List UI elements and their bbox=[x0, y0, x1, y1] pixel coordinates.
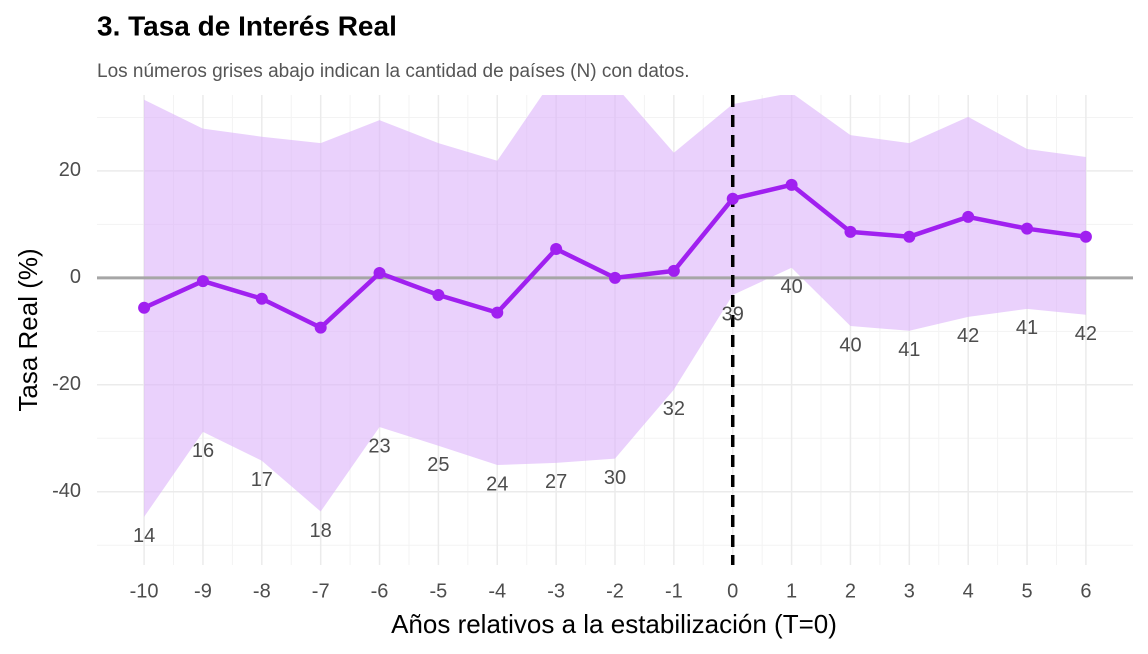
point bbox=[785, 178, 798, 191]
x-tick-label: -5 bbox=[430, 580, 448, 602]
point bbox=[726, 192, 739, 205]
n-label: 41 bbox=[1016, 317, 1038, 339]
point bbox=[196, 275, 209, 288]
n-label: 42 bbox=[957, 325, 979, 347]
chart-subtitle: Los números grises abajo indican la cant… bbox=[97, 61, 690, 82]
point bbox=[609, 271, 621, 284]
n-label: 32 bbox=[663, 398, 685, 420]
n-label: 16 bbox=[192, 440, 214, 462]
n-label: 24 bbox=[486, 473, 508, 495]
y-tick-label: -20 bbox=[52, 373, 81, 395]
point bbox=[491, 306, 504, 319]
n-label: 25 bbox=[427, 454, 449, 476]
point bbox=[962, 210, 975, 223]
x-tick-label: -4 bbox=[488, 580, 506, 602]
x-tick-label: 3 bbox=[904, 580, 915, 602]
n-label: 23 bbox=[368, 435, 390, 457]
x-tick-label: -7 bbox=[312, 580, 330, 602]
n-label: 14 bbox=[133, 525, 155, 547]
y-tick-label: 0 bbox=[70, 266, 81, 288]
y-tick-label: -40 bbox=[52, 480, 81, 502]
n-label: 41 bbox=[898, 339, 920, 361]
x-tick-label: -8 bbox=[253, 580, 271, 602]
n-label: 40 bbox=[780, 276, 802, 298]
x-tick-label: -3 bbox=[547, 580, 565, 602]
n-label: 39 bbox=[722, 303, 744, 325]
x-tick-label: -1 bbox=[665, 580, 683, 602]
x-tick-label: 6 bbox=[1080, 580, 1091, 602]
x-tick-label: 0 bbox=[727, 580, 738, 602]
point bbox=[550, 242, 563, 255]
point bbox=[255, 292, 268, 305]
x-tick-label: 4 bbox=[963, 580, 974, 602]
x-tick-label: 1 bbox=[786, 580, 797, 602]
point bbox=[1021, 222, 1034, 235]
y-axis-label: Tasa Real (%) bbox=[13, 248, 43, 411]
x-tick-label: -6 bbox=[371, 580, 389, 602]
point bbox=[373, 267, 386, 280]
n-label: 40 bbox=[839, 334, 861, 356]
n-label: 27 bbox=[545, 471, 567, 493]
point bbox=[1079, 230, 1092, 243]
chart-title: 3. Tasa de Interés Real bbox=[97, 10, 397, 41]
point bbox=[138, 301, 151, 314]
x-tick-label: 5 bbox=[1021, 580, 1032, 602]
point bbox=[844, 225, 857, 238]
x-tick-label: 2 bbox=[845, 580, 856, 602]
plot-panel bbox=[97, 95, 1133, 565]
point bbox=[432, 288, 445, 301]
x-axis-label: Años relativos a la estabilización (T=0) bbox=[391, 609, 837, 639]
n-label: 42 bbox=[1075, 323, 1097, 345]
x-tick-label: -10 bbox=[130, 580, 159, 602]
n-label: 17 bbox=[251, 469, 273, 491]
n-label: 18 bbox=[310, 520, 332, 542]
y-tick-label: 20 bbox=[59, 159, 81, 181]
confidence-band bbox=[144, 95, 1086, 517]
x-tick-label: -2 bbox=[606, 580, 624, 602]
point bbox=[667, 264, 680, 277]
point bbox=[903, 230, 916, 243]
point bbox=[314, 321, 327, 334]
x-tick-label: -9 bbox=[194, 580, 212, 602]
n-label: 30 bbox=[604, 467, 626, 489]
